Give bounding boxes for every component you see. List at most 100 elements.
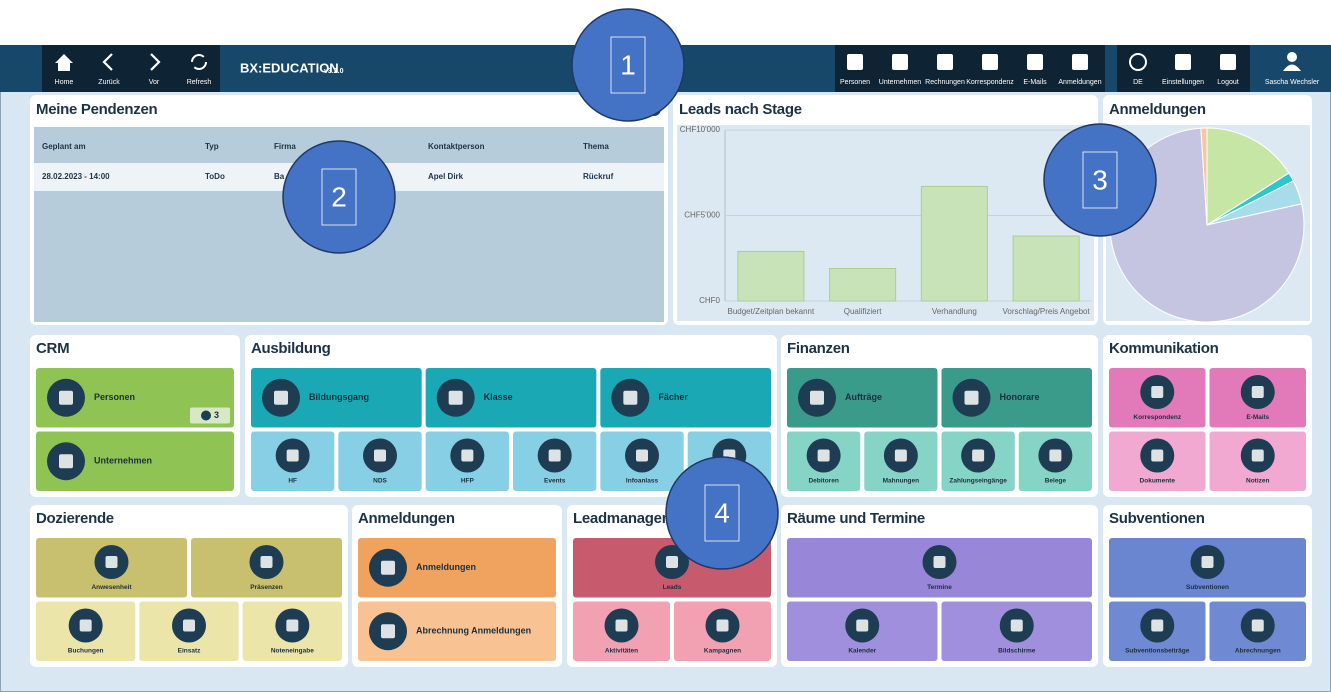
tile[interactable]: HF [251,431,335,492]
tile-label: Noteneingabe [271,648,314,655]
tile-background [251,368,422,428]
tile[interactable]: Korrespondenz [1109,368,1206,428]
tile[interactable]: Subventionen [1109,538,1306,598]
tile[interactable]: Subventionsbeiträge [1109,601,1206,662]
tile-label: NDS [373,478,387,485]
tile[interactable]: Einsatz [139,601,239,662]
tile[interactable]: Events [513,431,597,492]
bar[interactable] [737,250,805,302]
nav-button[interactable]: Anmeldungen [1058,54,1102,86]
x-tick-label: Budget/Zeitplan bekannt [728,307,816,316]
tile[interactable]: Belege [1018,431,1092,492]
tile-label: Zahlungseingänge [949,478,1007,485]
nav-button[interactable]: Einstellungen [1162,54,1204,86]
panel-title: Räume und Termine [787,510,925,527]
tile-label: Klasse [484,392,513,402]
nav-label: Anmeldungen [1058,79,1101,86]
tile[interactable]: Noteneingabe [242,601,342,662]
nav-icon [1220,54,1236,70]
tile-label: HFP [461,478,475,485]
tile-icon-glyph [1251,386,1264,398]
tile-label: Einsatz [178,648,202,655]
tile[interactable]: Klasse [425,368,597,428]
nav-button[interactable]: Unternehmen [879,54,922,86]
tile-icon-glyph [286,449,299,462]
tile[interactable]: Abrechnungen [1209,601,1307,662]
tile[interactable]: Aufträge [787,368,938,428]
tile-icon-glyph [105,556,118,568]
tile[interactable]: Zahlungseingänge [941,431,1015,492]
badge-count: 3 [214,410,219,420]
nav-button[interactable]: Zurück [98,53,120,86]
annotation-circle [665,456,779,570]
brand: BX:EDUCATION [240,60,339,75]
tile[interactable]: Notizen [1209,431,1307,492]
y-tick-label: CHF5'000 [684,211,720,220]
nav-button[interactable]: Home [55,54,74,86]
tile-icon-glyph [933,556,946,568]
tile-icon-glyph [623,390,638,405]
tile[interactable]: Debitoren [787,431,861,492]
tile[interactable]: Fächer [600,368,771,428]
nav-button[interactable]: Personen [840,54,870,86]
tile-label: Aufträge [845,392,882,402]
tile-label: Anmeldungen [416,562,476,572]
bar[interactable] [829,268,897,302]
annotation: 1 [571,8,685,122]
tile-background [425,368,597,428]
panel-title: Kommunikation [1109,340,1219,357]
nav-button[interactable]: Vor [149,53,161,86]
tile[interactable]: Personen 3 [36,368,234,428]
table-header: Kontaktperson [428,142,485,151]
pie-slice[interactable] [1206,127,1290,226]
tile[interactable]: Aktivitäten [573,601,670,662]
tile[interactable]: Termine [787,538,1092,598]
nav-label: Rechnungen [925,79,965,86]
tile-icon-glyph [1010,619,1023,632]
nav-icon [1283,64,1301,71]
tile[interactable]: Bildschirme [941,601,1093,662]
tile[interactable]: Präsenzen [191,538,342,598]
tile-label: Buchungen [68,648,104,655]
tile[interactable]: E-Mails [1209,368,1307,428]
tile[interactable]: Honorare [941,368,1093,428]
nav-icon [1027,54,1043,70]
nav-button[interactable]: Korrespondenz [966,54,1014,86]
nav-icon [937,54,953,70]
tile[interactable]: Anwesenheit [36,538,187,598]
tile-icon-glyph [461,449,474,462]
tile[interactable]: Dokumente [1109,431,1206,492]
nav-button[interactable]: Sascha Wechsler [1265,52,1320,86]
nav-button[interactable]: Rechnungen [925,54,965,86]
bar[interactable] [920,185,988,302]
nav-button[interactable]: Logout [1217,54,1239,86]
tile[interactable]: Bildungsgang [251,368,422,428]
pie-slice[interactable] [1200,127,1208,226]
tile-label: Aktivitäten [605,648,638,655]
tile-label: Honorare [1000,392,1040,402]
tile-label: Unternehmen [94,456,152,466]
annotation-circle [1043,123,1157,237]
nav-button[interactable]: Refresh [187,54,212,86]
annotation: 3 [1043,123,1157,237]
tile-icon-glyph [810,390,824,405]
tile[interactable]: Anmeldungen [358,538,556,598]
tile[interactable]: Abrechnung Anmeldungen [358,601,556,662]
nav-button[interactable]: E-Mails [1023,54,1047,86]
nav-icon [1129,53,1147,71]
tile[interactable]: Kampagnen [674,601,771,662]
tile-icon-glyph [894,449,907,462]
bar[interactable] [1012,235,1080,302]
table-cell: ToDo [205,172,225,181]
tile[interactable]: Mahnungen [864,431,938,492]
tile[interactable]: Infoanlass [600,431,684,492]
tile[interactable]: Kalender [787,601,938,662]
tile[interactable]: Buchungen [36,601,136,662]
tile[interactable]: Unternehmen [36,431,234,492]
nav-button[interactable]: DE [1129,53,1147,86]
tile[interactable]: HFP [425,431,509,492]
tile[interactable]: NDS [338,431,422,492]
panel-title: Dozierende [36,510,114,527]
panel-title: Leads nach Stage [679,101,802,118]
x-tick-label: Verhandlung [932,307,977,316]
